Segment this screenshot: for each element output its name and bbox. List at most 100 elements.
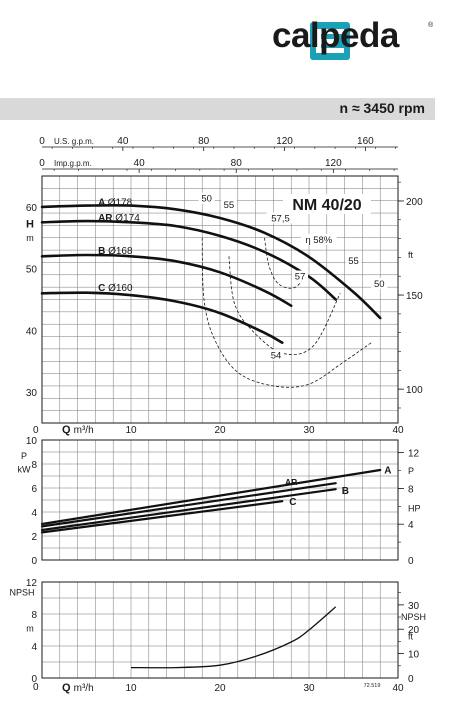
efficiency-title-bg	[300, 234, 337, 246]
head-curve-b	[40, 253, 293, 307]
efficiency-label-bg	[292, 270, 309, 282]
x-tick-label: 10	[125, 425, 137, 436]
y-tick-label: 8	[31, 460, 37, 471]
yright-unit: HP	[408, 503, 421, 513]
plot-frame	[41, 581, 399, 679]
efficiency-label-bg	[371, 277, 388, 289]
power-curve-ar	[40, 482, 337, 528]
yright-unit: ft	[408, 631, 414, 641]
power-curve-label: AR	[285, 477, 297, 487]
yright-tick-label: 8	[408, 484, 414, 495]
x-tick-label: 40	[392, 425, 404, 436]
y-axis-label: H	[26, 218, 34, 230]
yright-label: P	[408, 466, 414, 476]
y-axis-unit: kW	[18, 464, 32, 474]
y-tick-label: 4	[31, 508, 37, 519]
y-axis-unit: m	[26, 233, 34, 243]
y-tick-label: 60	[26, 203, 38, 214]
y-tick-label: 2	[31, 532, 37, 543]
chart-code: 72.519	[364, 683, 381, 689]
y-tick-label: 8	[31, 610, 37, 621]
top-axis-tick-label: 160	[357, 136, 374, 147]
yright-zero: 0	[408, 674, 414, 685]
y-tick-label: 6	[31, 484, 37, 495]
plot-frame	[41, 175, 399, 424]
efficiency-curve	[228, 256, 341, 356]
y-axis-label: P	[21, 451, 27, 461]
y-tick-label: 0	[31, 556, 37, 567]
y-axis-unit: m	[26, 624, 34, 634]
yright-unit: ft	[408, 250, 414, 260]
power-curve-c	[40, 500, 284, 534]
head-curve-ar	[40, 219, 337, 301]
yright-tick-label: 12	[408, 449, 420, 460]
curve-label: B Ø168	[98, 246, 133, 257]
plot-frame	[41, 439, 399, 561]
head-chart: 0 U.S. g.p.m. 40 80 120 160 0 Imp.g.p.m. 40 80 120…	[26, 136, 423, 436]
efficiency-label: 57,5	[271, 213, 290, 224]
head-curve-c	[40, 291, 284, 344]
y-tick-label: 10	[26, 436, 38, 447]
power-chart: 0 2 4 6 8 10 PkW 4 8 12 0 P HP A AR B C	[18, 436, 421, 567]
calpeda-logo-mark	[310, 22, 350, 60]
curve-label: AR Ø174	[98, 213, 140, 224]
head-curve-a	[40, 203, 382, 320]
efficiency-label: 50	[374, 279, 385, 290]
y-tick-label: 12	[26, 578, 38, 589]
npsh-curve	[130, 606, 337, 669]
efficiency-label-bg	[198, 192, 215, 204]
x-tick-label: 10	[125, 683, 137, 694]
top-axis-tick-label: 80	[198, 136, 210, 147]
top-axis-tick-label: 40	[117, 136, 129, 147]
efficiency-curve	[201, 237, 372, 388]
efficiency-label-bg	[268, 349, 285, 361]
x-tick-label: 20	[214, 683, 226, 694]
yright-tick-label: 150	[406, 291, 423, 302]
chart-title: NM 40/20	[292, 197, 361, 214]
power-curve-label: B	[342, 486, 349, 497]
yright-tick-label: 100	[406, 385, 423, 396]
top-axis-zero: 0	[39, 136, 45, 147]
y-tick-label: 50	[26, 265, 38, 276]
curve-label: C Ø160	[98, 283, 133, 294]
yright-tick-label: 200	[406, 197, 423, 208]
top-axis-tick-label: 40	[134, 158, 146, 169]
yright-zero: 0	[408, 556, 414, 567]
x-tick-label: 20	[214, 425, 226, 436]
title-box	[283, 194, 371, 214]
yright-tick-label: 30	[408, 601, 420, 612]
y-tick-label: 4	[31, 642, 37, 653]
efficiency-label-bg	[345, 255, 362, 267]
top-axis-tick-label: 120	[325, 158, 342, 169]
speed-header-bar: n ≈ 3450 rpm	[0, 98, 435, 120]
y-tick-label: 40	[26, 326, 38, 337]
power-curve-label: A	[384, 465, 391, 476]
top-axis-label: U.S. g.p.m.	[54, 137, 94, 146]
yright-tick-label: 10	[408, 650, 420, 661]
efficiency-label: 54	[271, 351, 282, 362]
top-axis-zero: 0	[39, 158, 45, 169]
yright-label: NPSH	[401, 612, 426, 622]
y-tick-label: 0	[31, 674, 37, 685]
x-axis-label: Q m³/h	[62, 424, 94, 436]
power-curve-label: C	[289, 497, 296, 508]
efficiency-label-bg	[220, 198, 237, 210]
speed-label: n ≈ 3450 rpm	[339, 100, 426, 116]
registered-mark: ®	[428, 22, 434, 29]
y-tick-label: 30	[26, 388, 38, 399]
efficiency-label-bg	[266, 212, 295, 224]
efficiency-label: 55	[224, 200, 235, 211]
efficiency-label: 55	[348, 256, 359, 267]
x-zero-label: 0	[33, 682, 39, 693]
x-tick-label: 30	[303, 683, 315, 694]
efficiency-title: η 58%	[305, 235, 332, 246]
power-curve-b	[40, 488, 337, 532]
x-tick-label: 40	[392, 683, 404, 694]
efficiency-label: 50	[201, 194, 212, 205]
yright-tick-label: 4	[408, 520, 414, 531]
curve-label: A Ø178	[98, 197, 133, 208]
top-axis-tick-label: 120	[276, 136, 293, 147]
x-axis-label: Q m³/h	[62, 682, 94, 694]
top-axis-tick-label: 80	[231, 158, 243, 169]
